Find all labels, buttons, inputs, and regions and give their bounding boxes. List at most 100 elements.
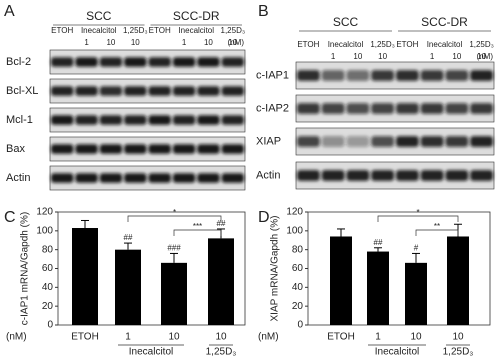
y-tick-label: 80 — [42, 244, 54, 255]
panel-label: D — [258, 209, 270, 226]
band — [75, 86, 98, 96]
band — [51, 86, 74, 96]
comparison-bracket — [377, 215, 459, 222]
bar — [447, 236, 469, 325]
band — [172, 144, 196, 154]
dose-label: 1 — [430, 52, 435, 61]
band — [420, 170, 444, 181]
x-tick-label: 1 — [125, 332, 131, 343]
bar — [367, 251, 389, 325]
band — [75, 173, 98, 183]
x-tick-label: 10 — [168, 332, 180, 343]
group-label: 1,25D₃ — [443, 347, 474, 358]
band — [221, 144, 244, 154]
band — [172, 173, 196, 183]
comparison-mark: * — [416, 208, 419, 217]
band — [172, 115, 196, 125]
bar — [115, 249, 141, 325]
panel-label: C — [4, 209, 16, 226]
band — [197, 86, 220, 96]
significance-mark: # — [414, 244, 419, 253]
row-label: Mcl-1 — [6, 114, 33, 126]
comparison-mark: * — [173, 208, 176, 217]
band — [396, 136, 419, 147]
band — [420, 103, 444, 114]
panel-label: A — [4, 3, 15, 20]
treatment-label: Inecalcitol — [427, 40, 463, 49]
y-tick-label: 0 — [297, 320, 303, 331]
band — [99, 144, 123, 154]
band — [124, 144, 147, 154]
significance-mark: ## — [374, 238, 383, 247]
band — [346, 136, 370, 147]
row-label: Bax — [6, 143, 25, 155]
band — [148, 86, 171, 96]
band — [99, 115, 123, 125]
blot-bands — [297, 103, 493, 114]
comparison-mark: *** — [193, 222, 202, 231]
band — [346, 170, 370, 181]
unit-label: (nM) — [6, 332, 27, 343]
group-label: SCC — [86, 9, 112, 23]
significance-mark: ### — [167, 244, 181, 253]
band — [346, 103, 370, 114]
blot-bands — [297, 70, 493, 81]
unit-label: (nM) — [228, 38, 245, 47]
band — [75, 144, 98, 154]
row-label: c-IAP1 — [256, 69, 289, 81]
significance-mark: ## — [217, 219, 226, 228]
y-axis-label: c-IAP1 mRNA/Gapdh (%) — [20, 212, 31, 325]
band — [321, 170, 345, 181]
bar — [208, 238, 234, 325]
band — [172, 57, 196, 67]
band — [221, 57, 244, 67]
band — [371, 170, 394, 181]
group-label: SCC-DR — [421, 15, 468, 29]
row-label: Actin — [6, 172, 30, 184]
band — [124, 57, 147, 67]
band — [470, 170, 493, 181]
dose-label: 10 — [106, 38, 115, 47]
blot-bands — [51, 173, 244, 183]
y-tick-label: 40 — [42, 282, 54, 293]
band — [371, 70, 394, 81]
band — [124, 86, 147, 96]
band — [321, 103, 345, 114]
band — [297, 103, 320, 114]
band — [420, 136, 444, 147]
row-label: XIAP — [256, 135, 281, 147]
band — [445, 70, 469, 81]
group-label: SCC-DR — [173, 9, 220, 23]
bar — [330, 236, 352, 325]
band — [148, 57, 171, 67]
comparison-bracket — [127, 215, 222, 222]
y-tick-label: 100 — [36, 225, 53, 236]
group-label: Inecalcitol — [129, 347, 173, 358]
row-label: Bcl-2 — [6, 56, 31, 68]
y-tick-label: 40 — [292, 282, 304, 293]
band — [297, 70, 320, 81]
dose-label: 10 — [477, 52, 486, 61]
treatment-label: ETOH — [297, 40, 319, 49]
band — [197, 115, 220, 125]
x-tick-label: 10 — [215, 332, 227, 343]
band — [297, 170, 320, 181]
band — [445, 103, 469, 114]
dose-label: 10 — [204, 38, 213, 47]
band — [99, 57, 123, 67]
band — [51, 57, 74, 67]
treatment-label: Inecalcitol — [328, 40, 364, 49]
group-label: 1,25D₃ — [206, 347, 237, 358]
unit-label: (nM) — [258, 332, 279, 343]
dose-label: 10 — [131, 38, 140, 47]
dose-label: 10 — [228, 38, 237, 47]
band — [221, 115, 244, 125]
group-label: Inecalcitol — [375, 347, 419, 358]
band — [445, 170, 469, 181]
band — [148, 173, 171, 183]
treatment-label: 1,25D₃ — [370, 40, 395, 49]
treatment-label: Inecalcitol — [81, 26, 117, 35]
band — [297, 136, 320, 147]
dose-label: 10 — [378, 52, 387, 61]
